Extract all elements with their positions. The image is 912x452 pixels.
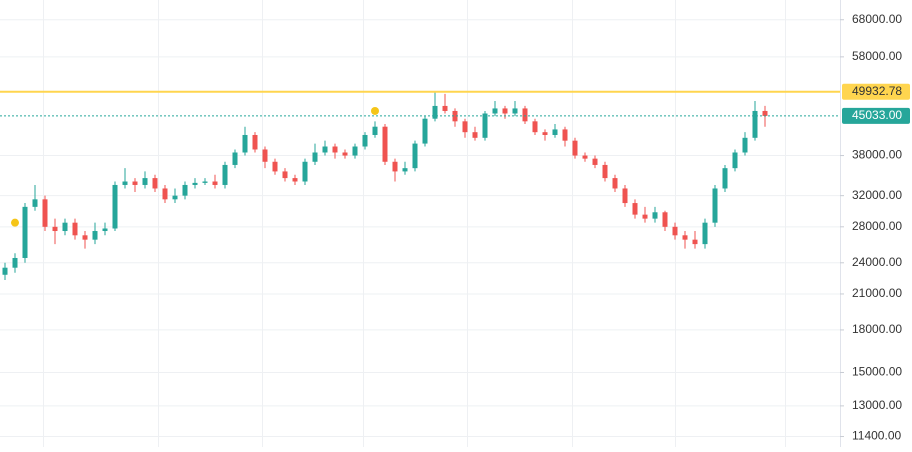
y-tick-label: 58000.00 xyxy=(852,49,902,63)
candle-body xyxy=(382,126,388,162)
y-tick-label: 28000.00 xyxy=(852,219,902,233)
candle-body xyxy=(112,184,118,229)
candle-body xyxy=(22,206,28,258)
candle-body xyxy=(172,195,178,200)
candle-body xyxy=(92,231,98,240)
candle-body xyxy=(682,235,688,240)
y-tick-label: 18000.00 xyxy=(852,322,902,336)
candle-body xyxy=(412,143,418,169)
candle-body xyxy=(32,199,38,207)
candle-body xyxy=(222,164,228,185)
event-marker xyxy=(11,218,19,227)
candle-body xyxy=(662,212,668,227)
candle-body xyxy=(2,267,8,275)
candle-body xyxy=(212,181,218,185)
candle-body xyxy=(342,152,348,156)
candle-body xyxy=(762,110,768,116)
candle-body xyxy=(582,155,588,159)
candle-body xyxy=(492,108,498,114)
candle-body xyxy=(462,121,468,133)
candle-body xyxy=(452,110,458,122)
y-tick-label: 38000.00 xyxy=(852,148,902,162)
candle-body xyxy=(602,164,608,179)
price-label-bg xyxy=(842,107,910,124)
candle-body xyxy=(652,212,658,219)
y-tick-label: 13000.00 xyxy=(852,398,902,412)
candle-body xyxy=(642,214,648,219)
candle-body xyxy=(632,203,638,215)
candle-body xyxy=(752,110,758,138)
candle-body xyxy=(62,222,68,232)
candle-body xyxy=(242,134,248,153)
candle-body xyxy=(202,181,208,183)
candle-body xyxy=(332,146,338,153)
y-tick-label: 11400.00 xyxy=(852,429,901,443)
candle-body xyxy=(442,105,448,111)
candle-body xyxy=(692,239,698,245)
candle-body xyxy=(592,158,598,165)
candle-body xyxy=(282,171,288,179)
event-marker xyxy=(371,106,379,115)
candle-body xyxy=(72,222,78,236)
candle-body xyxy=(552,129,558,135)
y-tick-label: 24000.00 xyxy=(852,255,902,269)
candle-body xyxy=(612,178,618,189)
candle-body xyxy=(312,152,318,162)
candle-body xyxy=(52,226,58,232)
candle-body xyxy=(402,168,408,172)
candle-body xyxy=(132,181,138,185)
candle-body xyxy=(82,235,88,240)
candle-body xyxy=(502,108,508,114)
candle-body xyxy=(42,199,48,227)
candle-body xyxy=(732,152,738,169)
candle-body xyxy=(162,188,168,200)
y-tick-label: 21000.00 xyxy=(852,286,902,300)
candle-body xyxy=(532,121,538,133)
candle-body xyxy=(432,105,438,119)
candle-body xyxy=(262,149,268,162)
candle-body xyxy=(542,132,548,135)
candle-body xyxy=(302,161,308,182)
price-label: 45033.00 xyxy=(852,108,902,122)
candle-body xyxy=(252,134,258,150)
price-label: 49932.78 xyxy=(852,84,902,98)
y-tick-label: 32000.00 xyxy=(852,188,902,202)
candle-body xyxy=(702,222,708,245)
candle-body xyxy=(122,181,128,185)
candle-body xyxy=(272,161,278,172)
candle-body xyxy=(102,228,108,232)
candle-body xyxy=(192,182,198,185)
candle-body xyxy=(712,188,718,223)
candle-body xyxy=(572,140,578,156)
candle-body xyxy=(232,152,238,165)
candle-body xyxy=(522,108,528,122)
candle-body xyxy=(362,134,368,147)
candle-body xyxy=(12,257,18,268)
candle-body xyxy=(142,178,148,185)
candle-body xyxy=(482,113,488,138)
y-tick-label: 68000.00 xyxy=(852,12,902,26)
candle-body xyxy=(472,132,478,138)
candle-body xyxy=(512,108,518,114)
candle-body xyxy=(292,178,298,182)
candle-body xyxy=(562,129,568,141)
candle-body xyxy=(722,168,728,189)
candle-body xyxy=(392,161,398,172)
candle-body xyxy=(182,184,188,196)
candle-body xyxy=(622,188,628,204)
candle-body xyxy=(422,118,428,144)
candle-body xyxy=(372,126,378,135)
candle-body xyxy=(322,146,328,153)
y-tick-label: 15000.00 xyxy=(852,365,902,379)
candle-body xyxy=(672,226,678,236)
price-label-bg xyxy=(842,83,910,100)
candle-body xyxy=(742,137,748,153)
candle-body xyxy=(352,146,358,156)
candle-body xyxy=(152,178,158,189)
